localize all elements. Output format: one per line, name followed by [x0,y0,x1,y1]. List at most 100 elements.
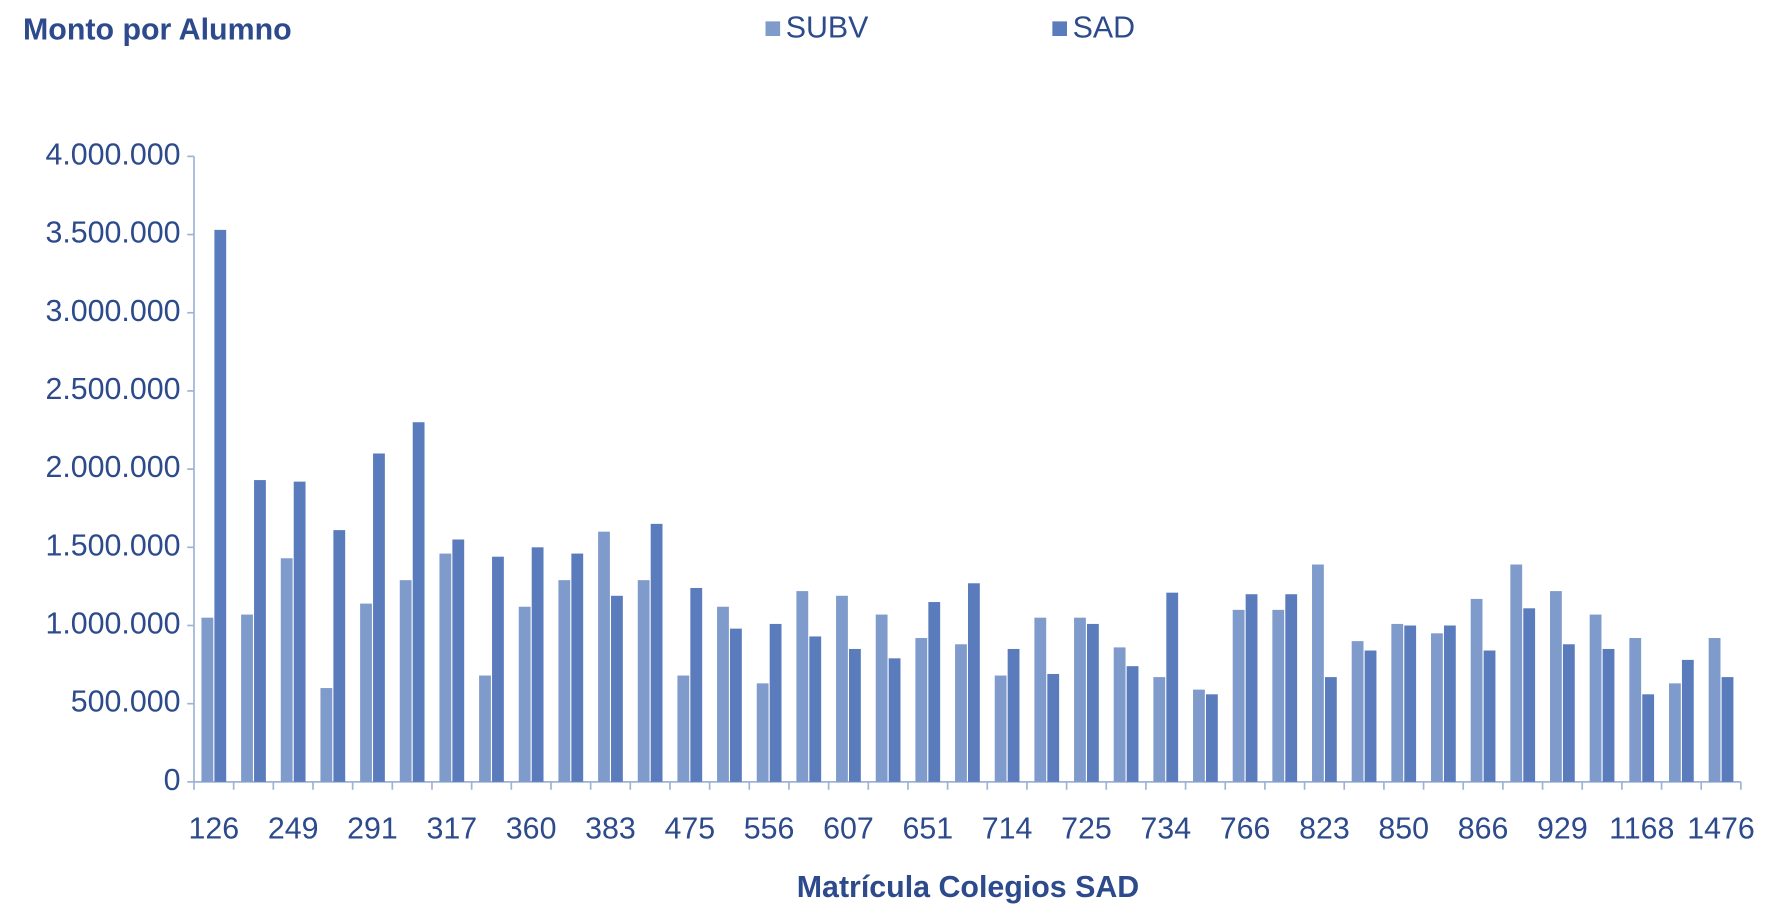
x-tick-label: 126 [189,812,240,845]
bar [333,530,346,782]
bar [1443,625,1456,782]
bar [1470,598,1483,782]
bar [809,636,822,782]
x-tick-label: 766 [1220,812,1271,845]
bar [1153,677,1166,782]
bar [1047,673,1060,782]
x-tick-label: 1476 [1687,812,1755,845]
y-tick-label: 1.500.000 [45,529,180,562]
bar [928,602,941,782]
x-tick-label: 291 [347,812,398,845]
legend-swatch [1052,21,1067,36]
legend-label: SAD [1073,11,1135,44]
bar [796,591,809,782]
bar [915,638,928,782]
bar [849,648,861,782]
legend-swatch [765,21,781,36]
bar [769,623,782,782]
x-axis-title: Matrícula Colegios SAD [797,871,1139,904]
x-tick-label: 725 [1061,812,1112,845]
legend-label: SUBV [786,11,869,44]
bar [1523,608,1536,782]
chart-title: Monto por Alumno [23,14,292,47]
bar [994,675,1007,782]
bar [201,617,214,782]
x-tick-label: 607 [823,812,874,845]
bar [492,556,504,782]
bar [1166,592,1179,782]
bar [280,558,293,782]
bar [1483,650,1496,782]
bar [373,453,385,782]
x-tick-label: 714 [982,812,1033,845]
bar [558,580,571,782]
bar [571,553,584,782]
bar [888,658,901,782]
x-tick-label: 929 [1537,812,1588,845]
y-tick-label: 500.000 [71,686,181,719]
bar [1550,591,1562,782]
bar [1232,609,1245,782]
bar [1642,694,1655,782]
bar [968,583,980,782]
bar [214,229,227,782]
x-tick-label: 475 [664,812,715,845]
bar [1205,694,1218,782]
y-tick-label: 2.000.000 [45,451,180,484]
bar [1113,647,1126,782]
bar [1007,648,1020,782]
x-tick-label: 383 [585,812,636,845]
bar [730,628,742,782]
bar [293,481,306,782]
x-tick-label: 823 [1299,812,1350,845]
x-tick-label: 866 [1458,812,1509,845]
x-tick-label: 1168 [1609,812,1674,845]
bar [320,688,333,782]
bar [254,480,266,782]
bar [1721,677,1734,782]
bar [399,580,412,782]
x-tick-label: 734 [1140,812,1191,845]
bar [756,683,769,782]
x-tick-label: 556 [744,812,795,845]
bar [1272,609,1285,782]
y-tick-label: 3.000.000 [45,295,180,328]
bar [1629,638,1642,782]
y-tick-label: 4.000.000 [45,138,180,171]
bar [1351,641,1364,782]
bar [1034,617,1047,782]
bar [611,595,623,782]
bar [241,614,253,782]
bar [1669,683,1681,782]
bar [955,644,967,782]
bar [1285,594,1298,782]
bar [531,547,544,782]
bar [1404,625,1417,782]
bar [1364,650,1377,782]
bar [637,580,650,782]
bar [518,606,531,782]
bar [1193,689,1205,782]
bar [1074,617,1086,782]
bar [1391,623,1404,782]
bar [690,587,703,782]
bar [1324,677,1337,782]
bar [1245,594,1258,782]
bar [479,675,491,782]
y-tick-label: 3.500.000 [45,217,180,250]
x-tick-label: 850 [1378,812,1429,845]
bar [875,614,888,782]
bar [1681,659,1694,782]
bar [360,603,372,782]
bar [1510,564,1523,782]
x-tick-label: 249 [268,812,319,845]
bar [1589,614,1602,782]
bar [452,539,465,782]
bar [836,595,848,782]
bar [1126,666,1139,782]
bar [1312,564,1324,782]
y-tick-label: 1.000.000 [45,608,180,641]
bar [1431,633,1443,782]
